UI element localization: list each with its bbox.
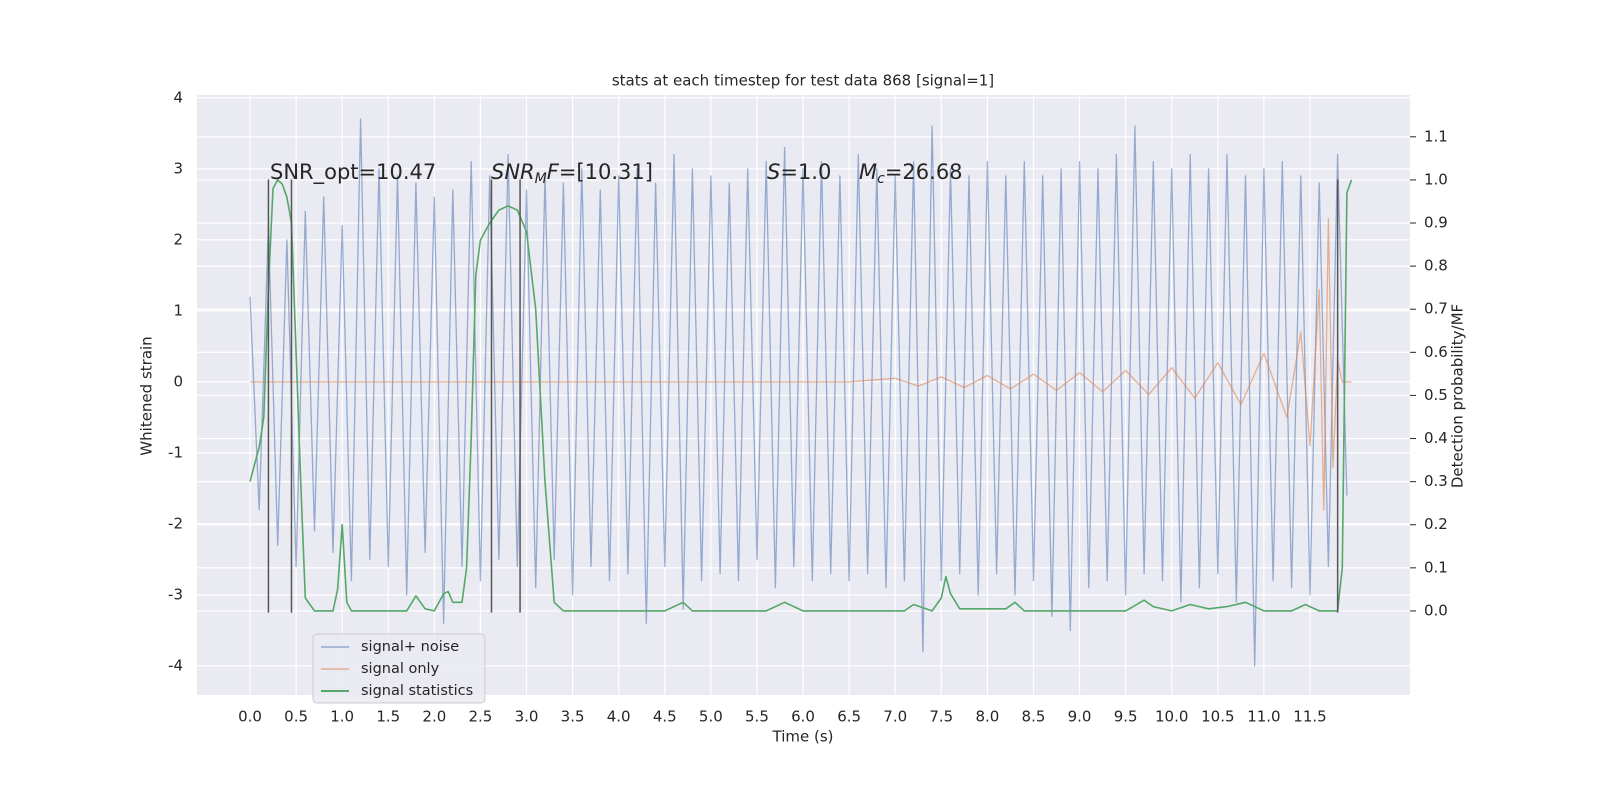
x-tick-label: 2.0 bbox=[422, 708, 446, 726]
x-tick-label: 1.5 bbox=[376, 708, 400, 726]
series-line bbox=[250, 217, 1352, 511]
x-tick-label: 0.0 bbox=[238, 708, 262, 726]
legend-label: signal only bbox=[361, 661, 440, 677]
annotation: S=1.0 bbox=[767, 160, 831, 184]
y-tick-label: 2 bbox=[173, 230, 183, 248]
annotation-part: =[10.31] bbox=[559, 160, 653, 184]
annotation-part: =1.0 bbox=[780, 160, 831, 184]
y-tick-label: -1 bbox=[168, 443, 183, 461]
x-tick-label: 3.5 bbox=[561, 708, 585, 726]
x-tick-label: 8.0 bbox=[975, 708, 999, 726]
legend-label: signal statistics bbox=[361, 683, 473, 699]
x-tick-label: 7.0 bbox=[883, 708, 907, 726]
legend-label: signal+ noise bbox=[361, 639, 459, 655]
annotation: SNRMF=[10.31] bbox=[491, 160, 653, 187]
x-tick-label: 4.5 bbox=[653, 708, 677, 726]
y-tick-label: 0 bbox=[173, 372, 183, 390]
x-tick-label: 10.5 bbox=[1201, 708, 1234, 726]
x-tick-label: 6.0 bbox=[791, 708, 815, 726]
x-tick-label: 5.5 bbox=[745, 708, 769, 726]
y2-tick-label: 0.5 bbox=[1424, 386, 1448, 404]
x-tick-label: 9.0 bbox=[1068, 708, 1092, 726]
x-tick-label: 5.0 bbox=[699, 708, 723, 726]
x-axis-label: Time (s) bbox=[772, 728, 834, 746]
y2-tick-label: 0.6 bbox=[1424, 343, 1448, 361]
y-tick-label: 1 bbox=[173, 301, 183, 319]
y-axis-label: Whitened strain bbox=[138, 336, 156, 455]
legend-box bbox=[312, 633, 486, 704]
y-tick-label: -4 bbox=[168, 656, 183, 674]
y2-tick-label: 0.4 bbox=[1424, 429, 1448, 447]
annotation-part: =26.68 bbox=[885, 160, 963, 184]
x-tick-label: 1.0 bbox=[330, 708, 354, 726]
y-tick-label: -3 bbox=[168, 585, 183, 603]
y2-tick-label: 0.1 bbox=[1424, 558, 1448, 576]
x-tick-label: 9.5 bbox=[1114, 708, 1138, 726]
x-tick-label: 10.0 bbox=[1155, 708, 1188, 726]
annotation-part: M bbox=[535, 171, 547, 187]
annotation: Mc=26.68 bbox=[859, 160, 963, 187]
y2-tick-label: 1.1 bbox=[1424, 127, 1448, 145]
series-line bbox=[249, 179, 1353, 612]
y-tick-label: 3 bbox=[173, 159, 183, 177]
y2-tick-label: 0.0 bbox=[1424, 601, 1448, 619]
y2-tick-label: 0.3 bbox=[1424, 472, 1448, 490]
x-tick-label: 11.5 bbox=[1293, 708, 1326, 726]
annotation: SNR_opt=10.47 bbox=[270, 160, 436, 185]
annotation-part: SNR_opt=10.47 bbox=[270, 160, 436, 185]
annotation-part: c bbox=[877, 171, 885, 187]
y2-tick-label: 1.0 bbox=[1424, 170, 1448, 188]
y2-axis-label: Detection probability/MF bbox=[1449, 304, 1467, 488]
annotation-part: F bbox=[547, 160, 560, 184]
chart-title: stats at each timestep for test data 868… bbox=[612, 72, 994, 90]
x-tick-label: 3.0 bbox=[515, 708, 539, 726]
x-tick-label: 4.0 bbox=[607, 708, 631, 726]
annotation-part: SNR bbox=[491, 160, 535, 184]
y2-tick-label: 0.2 bbox=[1424, 515, 1448, 533]
x-tick-label: 6.5 bbox=[837, 708, 861, 726]
x-tick-label: 7.5 bbox=[929, 708, 953, 726]
y-tick-label: 4 bbox=[173, 88, 183, 106]
x-tick-label: 2.5 bbox=[469, 708, 493, 726]
y2-tick-label: 0.7 bbox=[1424, 300, 1448, 318]
annotation-part: M bbox=[859, 160, 877, 184]
y-tick-label: -2 bbox=[168, 514, 183, 532]
x-tick-label: 0.5 bbox=[284, 708, 308, 726]
series-line bbox=[249, 118, 1348, 667]
y2-tick-label: 0.9 bbox=[1424, 214, 1448, 232]
series-layer bbox=[249, 118, 1353, 667]
x-tick-label: 8.5 bbox=[1022, 708, 1046, 726]
x-tick-label: 11.0 bbox=[1247, 708, 1280, 726]
y2-tick-label: 0.8 bbox=[1424, 257, 1448, 275]
annotation-part: S bbox=[767, 160, 780, 184]
